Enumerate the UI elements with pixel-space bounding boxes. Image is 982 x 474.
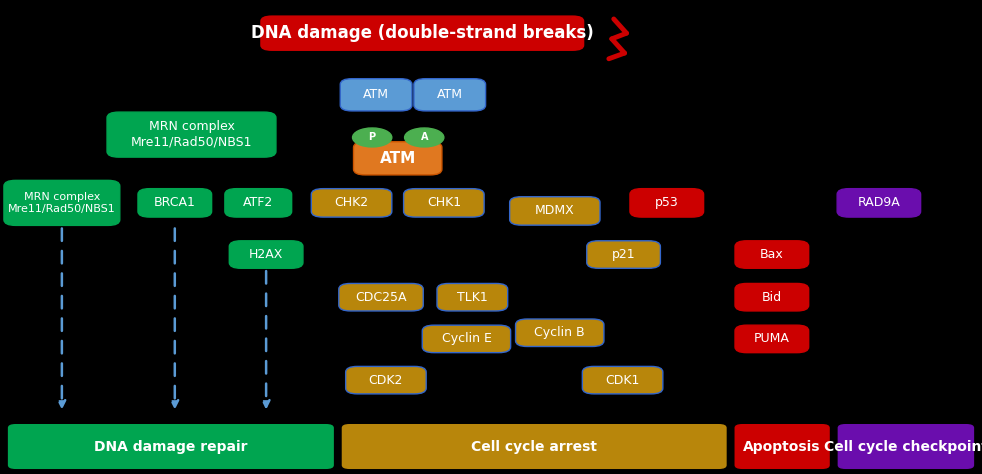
- FancyBboxPatch shape: [837, 189, 920, 217]
- Text: Cyclin B: Cyclin B: [534, 326, 585, 339]
- FancyBboxPatch shape: [340, 79, 412, 111]
- Text: H2AX: H2AX: [248, 248, 284, 261]
- Text: p53: p53: [655, 196, 679, 210]
- FancyBboxPatch shape: [510, 197, 600, 225]
- Text: ATF2: ATF2: [244, 196, 273, 210]
- FancyBboxPatch shape: [404, 189, 484, 217]
- Text: Bax: Bax: [760, 248, 784, 261]
- FancyBboxPatch shape: [422, 325, 511, 353]
- Text: p21: p21: [612, 248, 635, 261]
- FancyBboxPatch shape: [230, 241, 302, 268]
- Text: CHK1: CHK1: [427, 196, 461, 210]
- FancyBboxPatch shape: [735, 283, 808, 311]
- Text: CHK2: CHK2: [335, 196, 368, 210]
- Text: RAD9A: RAD9A: [857, 196, 900, 210]
- FancyBboxPatch shape: [311, 189, 392, 217]
- FancyBboxPatch shape: [260, 15, 584, 51]
- Text: BRCA1: BRCA1: [154, 196, 195, 210]
- Text: Bid: Bid: [762, 291, 782, 304]
- FancyBboxPatch shape: [414, 79, 485, 111]
- Text: MDMX: MDMX: [535, 204, 574, 218]
- Text: DNA damage (double-strand breaks): DNA damage (double-strand breaks): [250, 24, 594, 42]
- FancyBboxPatch shape: [225, 189, 292, 217]
- Text: CDC25A: CDC25A: [355, 291, 407, 304]
- Text: CDK2: CDK2: [368, 374, 404, 387]
- Circle shape: [353, 128, 392, 147]
- Circle shape: [405, 128, 444, 147]
- FancyBboxPatch shape: [346, 366, 426, 394]
- FancyBboxPatch shape: [838, 424, 974, 469]
- FancyBboxPatch shape: [342, 424, 727, 469]
- FancyBboxPatch shape: [437, 283, 508, 311]
- Text: PUMA: PUMA: [754, 332, 790, 346]
- FancyBboxPatch shape: [735, 325, 808, 353]
- Text: ATM: ATM: [380, 151, 415, 166]
- FancyBboxPatch shape: [516, 319, 604, 346]
- FancyBboxPatch shape: [586, 241, 660, 268]
- FancyBboxPatch shape: [8, 424, 334, 469]
- FancyBboxPatch shape: [4, 181, 120, 226]
- Text: CDK1: CDK1: [605, 374, 640, 387]
- FancyBboxPatch shape: [339, 283, 423, 311]
- Text: Apoptosis: Apoptosis: [743, 439, 821, 454]
- FancyBboxPatch shape: [735, 241, 808, 268]
- FancyBboxPatch shape: [735, 424, 830, 469]
- Text: MRN complex
Mre11/Rad50/NBS1: MRN complex Mre11/Rad50/NBS1: [131, 120, 252, 149]
- FancyBboxPatch shape: [582, 366, 663, 394]
- Text: ATM: ATM: [363, 88, 389, 101]
- Text: ATM: ATM: [437, 88, 463, 101]
- FancyBboxPatch shape: [354, 142, 442, 175]
- FancyBboxPatch shape: [630, 189, 703, 217]
- Text: Cyclin E: Cyclin E: [442, 332, 491, 346]
- Text: TLK1: TLK1: [457, 291, 488, 304]
- Text: MRN complex
Mre11/Rad50/NBS1: MRN complex Mre11/Rad50/NBS1: [8, 192, 116, 214]
- Text: Cell cycle arrest: Cell cycle arrest: [471, 439, 597, 454]
- Text: Cell cycle checkpoint: Cell cycle checkpoint: [824, 439, 982, 454]
- Text: P: P: [368, 132, 376, 143]
- FancyBboxPatch shape: [137, 189, 211, 217]
- Text: A: A: [420, 132, 428, 143]
- Text: DNA damage repair: DNA damage repair: [94, 439, 247, 454]
- FancyBboxPatch shape: [107, 112, 276, 157]
